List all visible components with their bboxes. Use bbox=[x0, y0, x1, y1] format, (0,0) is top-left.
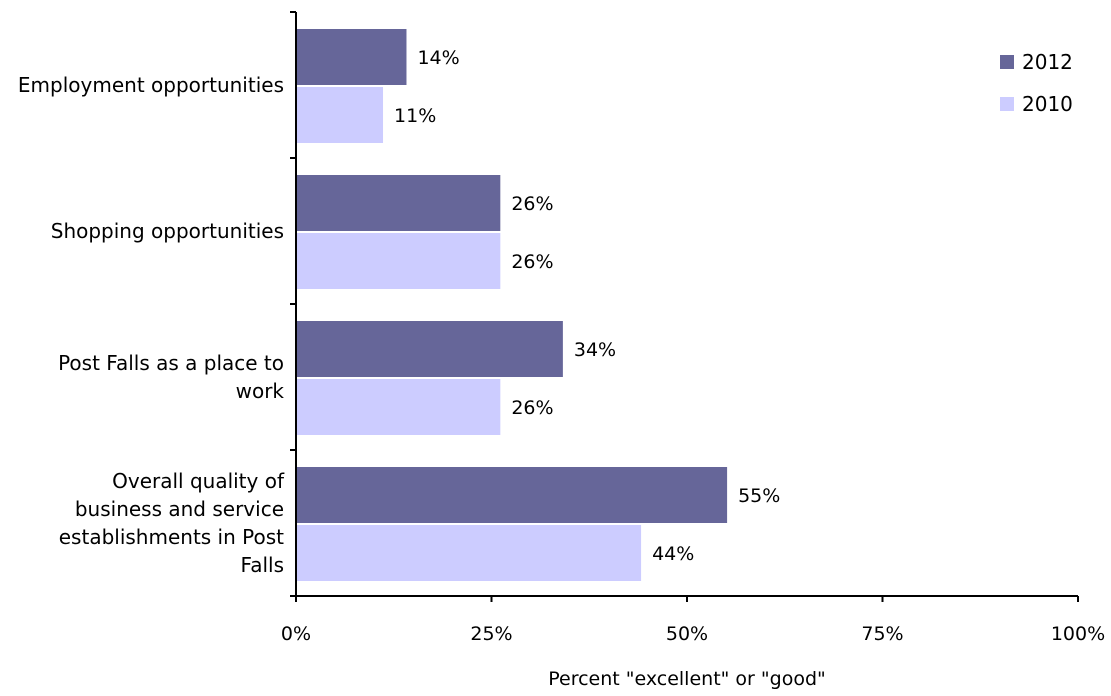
legend-label-2012: 2012 bbox=[1022, 50, 1073, 74]
bar-2012 bbox=[297, 467, 728, 523]
x-tick-label: 100% bbox=[1051, 623, 1105, 645]
category-label-line: business and service bbox=[74, 497, 284, 521]
legend-swatch-2010 bbox=[1000, 97, 1014, 111]
legend-label-2010: 2010 bbox=[1022, 92, 1073, 116]
data-label-2010: 11% bbox=[394, 105, 436, 127]
x-tick-label: 50% bbox=[666, 623, 708, 645]
bar-2010 bbox=[297, 233, 501, 289]
bar-2010 bbox=[297, 379, 501, 435]
x-tick-label: 25% bbox=[470, 623, 512, 645]
category-label-line: Overall quality of bbox=[112, 469, 284, 493]
category-label: Post Falls as a place to work bbox=[0, 349, 284, 405]
legend-item-2010: 2010 bbox=[1000, 90, 1073, 118]
category-label-line: Employment opportunities bbox=[17, 73, 284, 97]
x-tick-label: 75% bbox=[861, 623, 903, 645]
bar-2012 bbox=[297, 29, 407, 85]
data-label-2012: 34% bbox=[574, 339, 616, 361]
legend-item-2012: 2012 bbox=[1000, 48, 1073, 76]
category-label: Employment opportunities bbox=[0, 71, 284, 99]
data-label-2010: 26% bbox=[511, 251, 553, 273]
bar-2010 bbox=[297, 87, 384, 143]
category-label: Overall quality of business and service es… bbox=[0, 467, 284, 579]
category-label-line: Shopping opportunities bbox=[50, 219, 284, 243]
category-label-line: work bbox=[235, 379, 284, 403]
x-tick-label: 0% bbox=[281, 623, 311, 645]
category-label-line: Post Falls as a place to bbox=[58, 351, 284, 375]
data-label-2012: 26% bbox=[511, 193, 553, 215]
data-label-2010: 44% bbox=[652, 543, 694, 565]
x-axis-label: Percent "excellent" or "good" bbox=[548, 668, 826, 690]
bar-2012 bbox=[297, 175, 501, 231]
data-label-2012: 14% bbox=[417, 47, 459, 69]
bar-2010 bbox=[297, 525, 642, 581]
data-label-2012: 55% bbox=[738, 485, 780, 507]
category-label: Shopping opportunities bbox=[0, 217, 284, 245]
category-label-line: establishments in Post bbox=[58, 525, 284, 549]
category-label-line: Falls bbox=[240, 553, 284, 577]
data-label-2010: 26% bbox=[511, 397, 553, 419]
legend-swatch-2012 bbox=[1000, 55, 1014, 69]
bar-2012 bbox=[297, 321, 563, 377]
legend: 2012 2010 bbox=[1000, 48, 1073, 132]
